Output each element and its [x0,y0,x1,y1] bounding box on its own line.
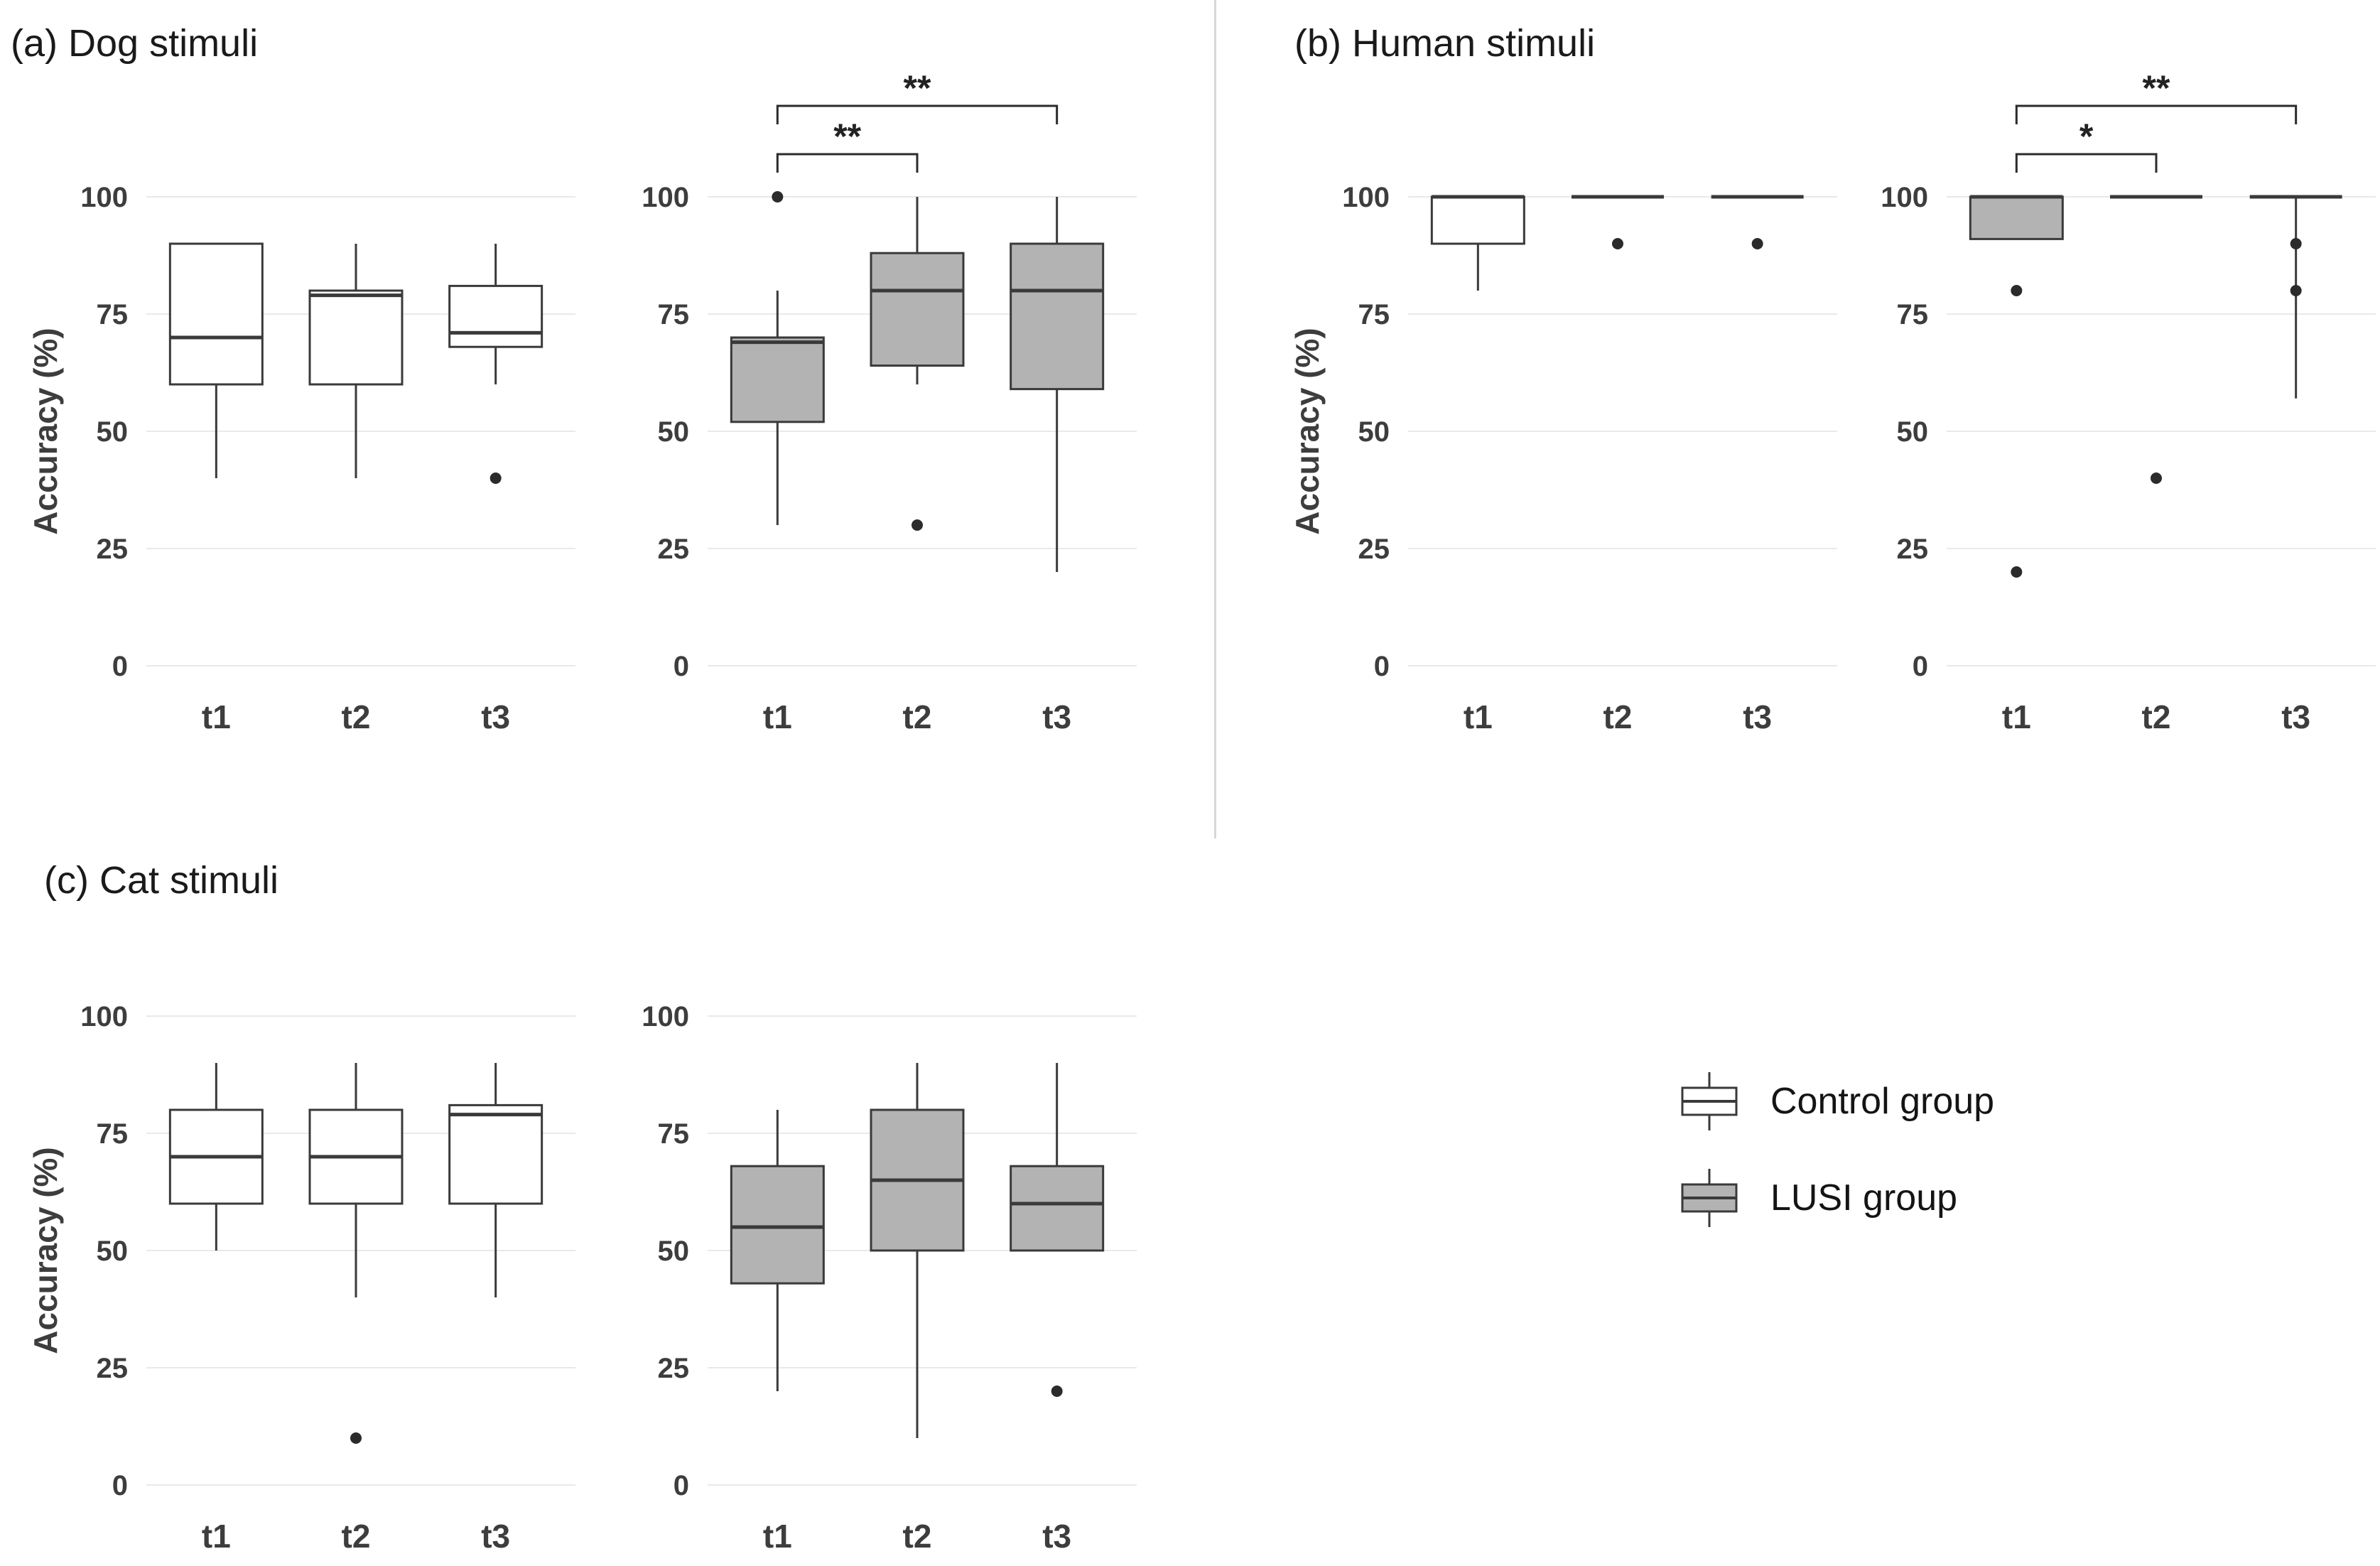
svg-text:0: 0 [112,1470,128,1501]
svg-text:t3: t3 [1743,698,1772,735]
svg-text:t1: t1 [763,1518,792,1555]
svg-text:t3: t3 [481,698,510,735]
svg-text:50: 50 [1358,416,1390,448]
svg-text:t1: t1 [202,698,231,735]
svg-text:25: 25 [1897,534,1929,565]
svg-text:t1: t1 [763,698,792,735]
svg-text:**: ** [2143,68,2170,108]
boxplot-human-control-group: 0 25 50 75 100 t1 t2 t3 Accuracy (%) [1289,182,1837,735]
svg-text:Accuracy (%): Accuracy (%) [27,1147,64,1354]
boxplot-cat-control-group: 0 25 50 75 100 t1 t2 t3 Accuracy (%) [27,1001,575,1555]
panel-divider [1214,0,1216,838]
boxplot-cat-lusi-group: 0 25 50 75 100 t1 t2 t3 [642,1001,1137,1555]
legend-item-lusi-group: LUSI group [1674,1166,1994,1230]
panel-c-title: (c) Cat stimuli [44,859,279,902]
svg-text:0: 0 [1913,651,1928,682]
svg-text:t3: t3 [1042,1518,1071,1555]
svg-text:t2: t2 [342,1518,371,1555]
svg-text:**: ** [904,68,931,108]
svg-text:t3: t3 [481,1518,510,1555]
boxplot-dog-lusi-group: 0 25 50 75 100 t1 t2 t3 ** ** [642,68,1137,735]
svg-text:t2: t2 [903,1518,932,1555]
svg-text:50: 50 [97,416,129,448]
svg-text:0: 0 [674,651,689,682]
svg-text:75: 75 [1897,299,1929,330]
svg-text:25: 25 [658,1353,690,1384]
svg-text:0: 0 [674,1470,689,1501]
svg-text:75: 75 [1358,299,1390,330]
svg-text:100: 100 [80,1001,128,1032]
svg-text:50: 50 [658,1236,690,1267]
panel-b-title: (b) Human stimuli [1294,22,1596,65]
svg-text:t1: t1 [1464,698,1493,735]
svg-text:75: 75 [658,299,690,330]
svg-text:t1: t1 [2002,698,2031,735]
svg-text:75: 75 [97,1118,129,1150]
lusi-group-boxplot-icon [1681,1169,1738,1227]
svg-text:25: 25 [1358,534,1390,565]
svg-text:100: 100 [1881,182,1928,213]
svg-text:Accuracy (%): Accuracy (%) [1289,328,1326,534]
svg-text:t2: t2 [903,698,932,735]
panel-a-title: (a) Dog stimuli [11,22,259,65]
legend-item-control-group: Control group [1674,1069,1994,1133]
legend: Control group LUSI group [1674,1069,1994,1230]
svg-text:50: 50 [658,416,690,448]
svg-text:50: 50 [97,1236,129,1267]
legend-item-label: LUSI group [1770,1177,1958,1219]
svg-text:*: * [2079,117,2094,156]
svg-text:t2: t2 [342,698,371,735]
svg-text:25: 25 [658,534,690,565]
legend-item-label: Control group [1770,1081,1995,1122]
svg-text:75: 75 [658,1118,690,1150]
svg-text:Accuracy (%): Accuracy (%) [27,328,64,534]
svg-text:t3: t3 [2281,698,2310,735]
svg-text:50: 50 [1897,416,1929,448]
svg-text:t2: t2 [2142,698,2171,735]
svg-text:100: 100 [80,182,128,213]
svg-text:0: 0 [112,651,128,682]
svg-text:100: 100 [642,1001,689,1032]
control-group-boxplot-icon [1681,1072,1738,1130]
svg-text:t2: t2 [1603,698,1633,735]
svg-text:0: 0 [1374,651,1390,682]
svg-text:25: 25 [97,534,129,565]
svg-text:75: 75 [97,299,129,330]
svg-text:**: ** [833,117,861,156]
svg-text:25: 25 [97,1353,129,1384]
svg-text:t3: t3 [1042,698,1071,735]
svg-text:100: 100 [642,182,689,213]
boxplot-dog-control-group: 0 25 50 75 100 t1 t2 t3 Accuracy (%) [27,182,575,735]
svg-text:t1: t1 [202,1518,231,1555]
svg-text:100: 100 [1342,182,1390,213]
